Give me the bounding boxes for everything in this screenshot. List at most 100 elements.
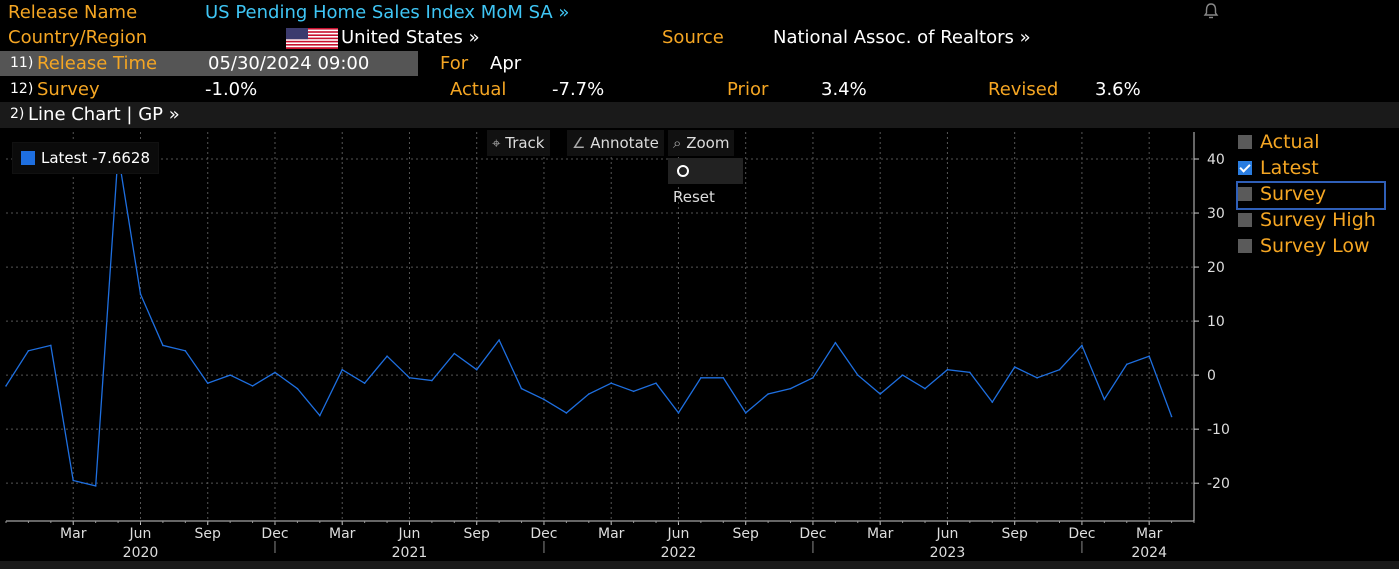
survey-value: -1.0% bbox=[205, 79, 258, 100]
release-time-label: Release Time bbox=[37, 53, 158, 74]
release-name-link[interactable]: US Pending Home Sales Index MoM SA » bbox=[205, 2, 570, 23]
country-label: Country/Region bbox=[8, 27, 148, 48]
prior-label: Prior bbox=[727, 79, 769, 100]
data-point bbox=[1036, 377, 1038, 379]
legend-item-survey[interactable]: Survey bbox=[1238, 181, 1326, 207]
chart-type-menu[interactable]: Line Chart | GP » bbox=[28, 104, 180, 125]
release-time-value: 05/30/2024 09:00 bbox=[208, 53, 370, 74]
year-label: 2020 bbox=[123, 545, 159, 561]
year-label: 2023 bbox=[930, 545, 966, 561]
for-value: Apr bbox=[490, 53, 522, 74]
release-time-row: 11) Release Time 05/30/2024 09:00 For Ap… bbox=[0, 51, 1399, 76]
reset-button[interactable]: Reset bbox=[668, 158, 743, 206]
series-line-latest bbox=[5, 153, 1173, 487]
revised-value: 3.6% bbox=[1095, 79, 1141, 100]
data-point bbox=[744, 412, 747, 414]
survey-high-checkbox[interactable] bbox=[1238, 213, 1252, 227]
x-tick-label: Jun bbox=[129, 526, 152, 542]
x-tick-label: Dec bbox=[1068, 526, 1095, 542]
survey-low-checkbox[interactable] bbox=[1238, 239, 1252, 253]
data-point bbox=[162, 344, 164, 347]
data-point bbox=[5, 385, 7, 387]
track-label: Track bbox=[505, 134, 545, 152]
data-point bbox=[184, 350, 187, 352]
crosshair-icon: ⌖ bbox=[492, 134, 501, 152]
legend-item-latest[interactable]: Latest bbox=[1238, 155, 1319, 181]
actual-label: Actual bbox=[450, 79, 507, 100]
data-point bbox=[587, 393, 590, 395]
legend-item-label: Survey bbox=[1260, 183, 1327, 205]
x-tick-label: Mar bbox=[867, 526, 894, 542]
year-label: 2021 bbox=[392, 545, 428, 561]
data-point bbox=[655, 382, 657, 385]
latest-checkbox[interactable] bbox=[1238, 161, 1252, 175]
x-tick-label: Sep bbox=[1001, 526, 1028, 542]
release-name-label: Release Name bbox=[8, 2, 138, 23]
legend-item-actual[interactable]: Actual bbox=[1238, 129, 1320, 155]
data-point bbox=[296, 387, 299, 390]
release-time-box[interactable] bbox=[0, 51, 418, 76]
revised-label: Revised bbox=[988, 79, 1059, 100]
line-chart[interactable]: 40 30 20 10 0 -10 -20 Mar Jun Sep Dec Mar Jun Sep Dec M… bbox=[0, 128, 1399, 561]
survey-row: 12) Survey -1.0% Actual -7.7% Prior 3.4%… bbox=[0, 77, 1399, 102]
bell-icon[interactable] bbox=[1202, 2, 1220, 20]
data-point bbox=[229, 374, 231, 376]
data-point bbox=[946, 368, 949, 371]
release-time-key: 11) bbox=[10, 55, 34, 71]
data-point bbox=[72, 479, 75, 482]
prior-value: 3.4% bbox=[821, 79, 867, 100]
data-point bbox=[879, 393, 881, 395]
data-point bbox=[1125, 363, 1128, 366]
data-point bbox=[50, 344, 52, 347]
x-tick-label: Sep bbox=[733, 526, 760, 542]
data-point bbox=[1170, 415, 1173, 418]
data-point bbox=[565, 412, 568, 414]
y-tick-label: 30 bbox=[1207, 206, 1225, 222]
country-link[interactable]: United States » bbox=[341, 27, 480, 48]
chart-menu-key: 2) bbox=[10, 106, 25, 122]
data-point bbox=[767, 393, 769, 395]
survey-label[interactable]: Survey bbox=[37, 79, 100, 100]
survey-checkbox[interactable] bbox=[1238, 187, 1252, 201]
x-tick-label: Mar bbox=[1136, 526, 1163, 542]
data-point bbox=[363, 382, 366, 385]
reset-icon bbox=[677, 165, 689, 177]
track-button[interactable]: ⌖ Track bbox=[487, 130, 550, 156]
year-label: 2024 bbox=[1131, 545, 1167, 561]
x-tick-label: Dec bbox=[261, 526, 288, 542]
x-tick-label: Mar bbox=[329, 526, 356, 542]
us-flag-icon bbox=[286, 28, 338, 49]
x-tick-label: Jun bbox=[667, 526, 690, 542]
magnifier-icon: ⌕ bbox=[673, 134, 682, 152]
legend-item-label: Latest bbox=[1260, 157, 1319, 179]
x-tick-label: Dec bbox=[799, 526, 826, 542]
data-point bbox=[677, 412, 680, 414]
zoom-button[interactable]: ⌕ Zoom bbox=[668, 130, 735, 156]
data-point bbox=[991, 401, 994, 403]
data-point bbox=[856, 374, 859, 376]
x-tick-label: Sep bbox=[195, 526, 222, 542]
pencil-icon: ∠ bbox=[572, 134, 586, 152]
x-tick-label: Mar bbox=[598, 526, 625, 542]
legend-item-survey-high[interactable]: Survey High bbox=[1238, 207, 1376, 233]
data-point bbox=[969, 371, 971, 374]
latest-legend: Latest -7.6628 bbox=[12, 142, 160, 174]
chart-axes: 40 30 20 10 0 -10 -20 Mar Jun Sep Dec Mar Jun Sep Dec M… bbox=[5, 132, 1230, 561]
y-tick-label: -20 bbox=[1207, 476, 1230, 492]
actual-checkbox[interactable] bbox=[1238, 135, 1252, 149]
data-point bbox=[543, 398, 545, 401]
source-link[interactable]: National Assoc. of Realtors » bbox=[773, 27, 1031, 48]
data-point bbox=[789, 387, 792, 390]
data-point bbox=[274, 371, 276, 374]
data-point bbox=[341, 368, 344, 371]
chart-grid bbox=[6, 132, 1194, 521]
for-label: For bbox=[440, 53, 469, 74]
y-tick-label: 40 bbox=[1207, 152, 1225, 168]
annotate-button[interactable]: ∠ Annotate bbox=[567, 130, 664, 156]
legend-item-survey-low[interactable]: Survey Low bbox=[1238, 233, 1370, 259]
data-point bbox=[498, 339, 500, 341]
x-tick-label: Jun bbox=[398, 526, 421, 542]
data-point bbox=[408, 377, 411, 379]
legend-item-label: Survey High bbox=[1260, 209, 1376, 231]
data-point bbox=[1148, 355, 1150, 358]
